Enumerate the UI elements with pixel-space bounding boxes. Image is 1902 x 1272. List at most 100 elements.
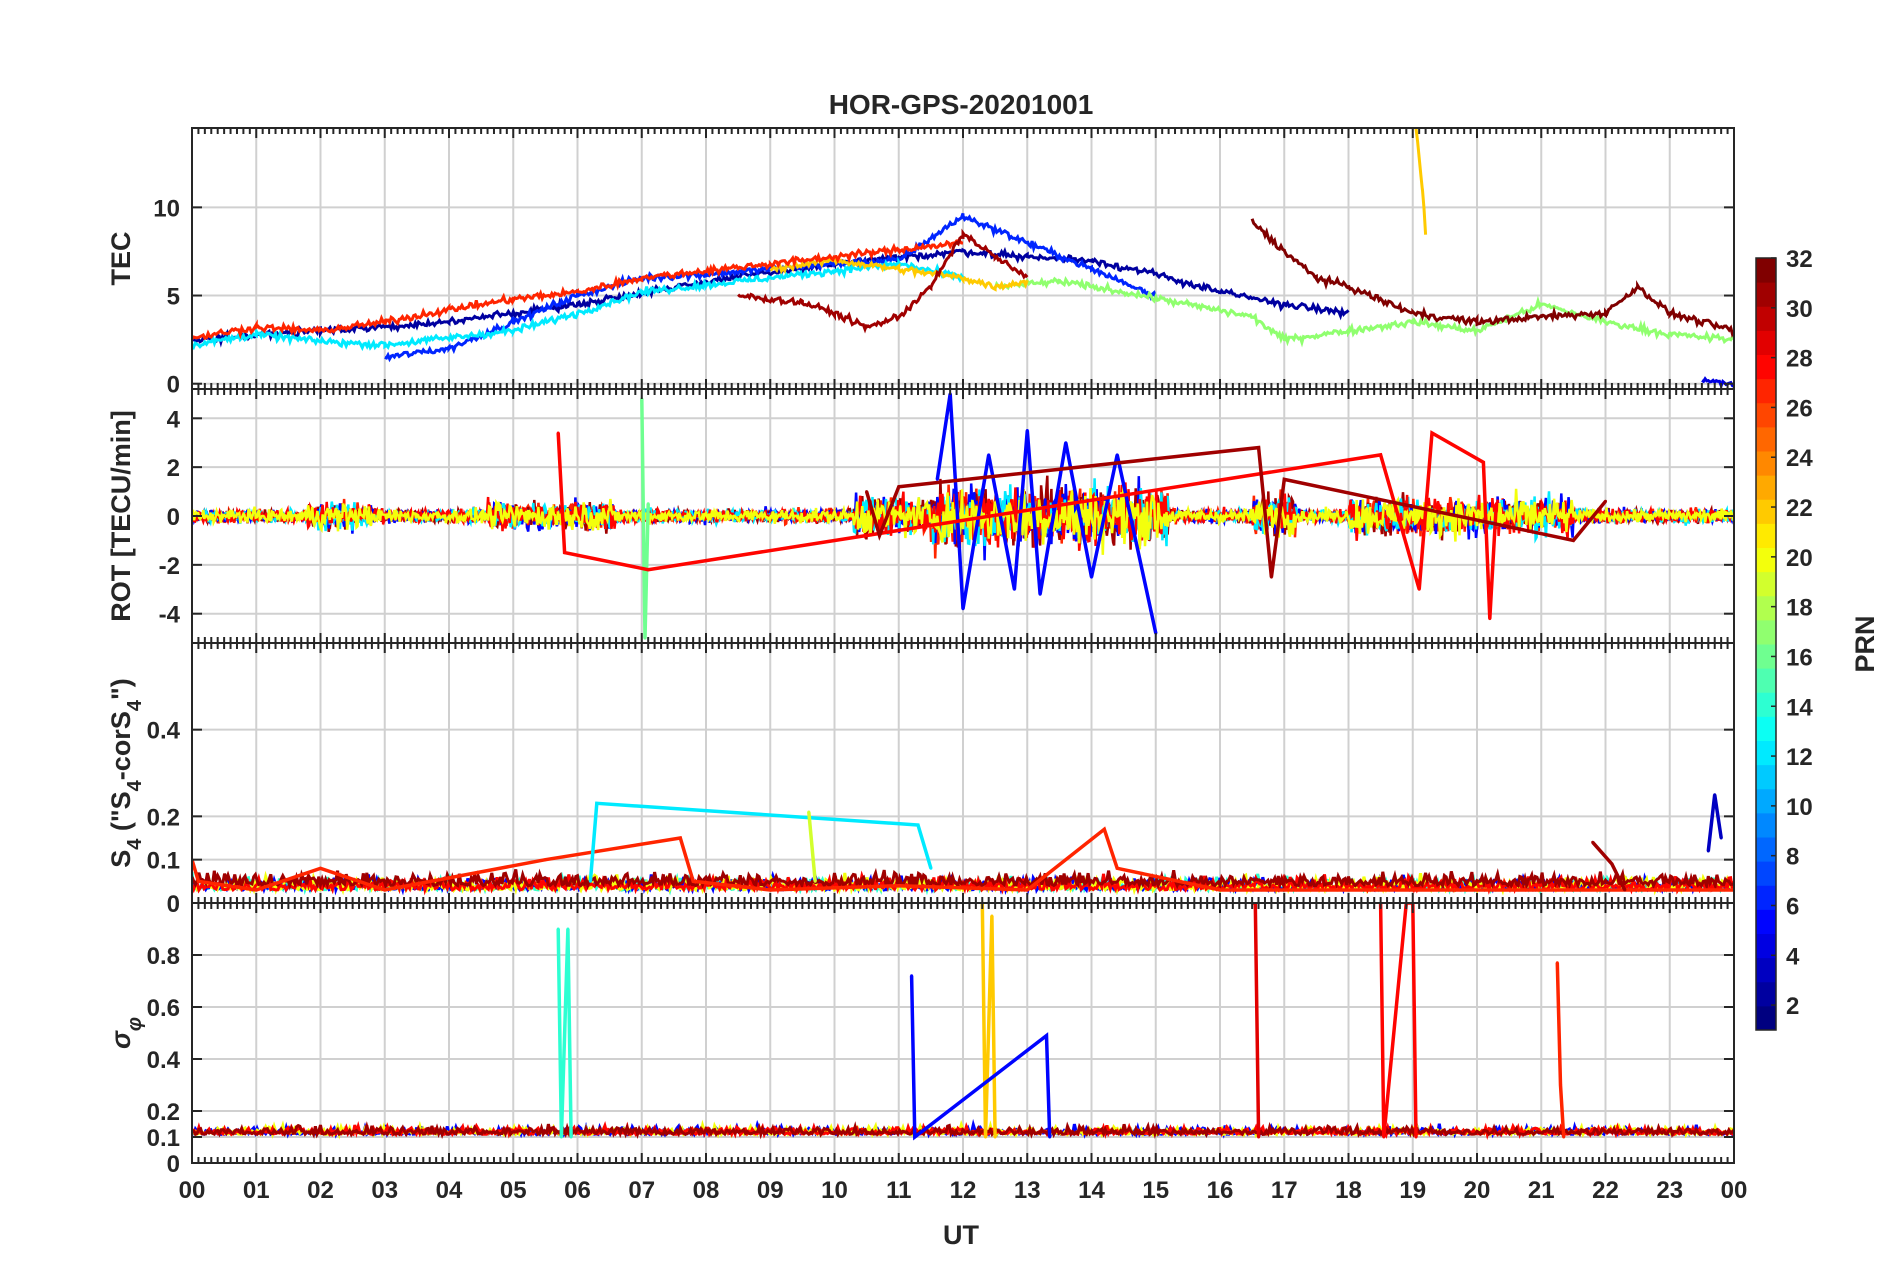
point-s4-prn-27 bbox=[1025, 888, 1029, 892]
panel-s4-data bbox=[192, 793, 1734, 896]
point-s4-prn-27 bbox=[543, 858, 547, 862]
panel-sigma_phi: 00.10.2 0.4 0.6 0.8 σφ bbox=[106, 902, 1735, 1178]
point-s4-prn-27 bbox=[691, 879, 695, 883]
colorbar-segment bbox=[1756, 812, 1776, 838]
x-tick-label: 15 bbox=[1142, 1177, 1169, 1204]
x-axis-ticks: 00 01 02 03 04 05 06 07 08 09 10 11 12 13 14 15 16 17 18 19… bbox=[179, 1177, 1748, 1204]
x-tick-label: 14 bbox=[1078, 1177, 1105, 1204]
series-tec-prn-22 bbox=[769, 255, 1029, 292]
point-rot-prn-28 bbox=[1481, 460, 1485, 464]
y-tick-label: 0 bbox=[167, 891, 180, 918]
colorbar-tick-label: 2 bbox=[1786, 993, 1799, 1020]
x-tick-label: 17 bbox=[1271, 1177, 1298, 1204]
x-tick-label: 09 bbox=[757, 1177, 784, 1204]
y-tick-label: 0 bbox=[167, 1151, 180, 1178]
colorbar-segment bbox=[1756, 547, 1776, 573]
x-tick-label: 08 bbox=[693, 1177, 720, 1204]
series-tec-prn-27 bbox=[192, 239, 964, 340]
colorbar-segment bbox=[1756, 378, 1776, 404]
point-s4-prn-27 bbox=[768, 888, 772, 892]
x-tick-label: 11 bbox=[886, 1177, 911, 1204]
series-tec-prn-32 bbox=[1250, 218, 1734, 338]
colorbar-segment bbox=[1756, 716, 1776, 741]
colorbar-segment bbox=[1756, 981, 1776, 1007]
chart-title: HOR-GPS-20201001 bbox=[829, 89, 1094, 120]
colorbar-segment bbox=[1756, 1005, 1776, 1031]
series-tec-prn-12 bbox=[192, 256, 965, 352]
point-sigma_phi-prn-22 bbox=[993, 1135, 997, 1139]
colorbar-segment bbox=[1756, 668, 1776, 693]
point-sigma_phi-prn-28 bbox=[1382, 1135, 1386, 1139]
series-sigma_phi-prn-29 bbox=[1252, 903, 1261, 1138]
colorbar-segment bbox=[1756, 426, 1776, 452]
point-sigma_phi-prn-22 bbox=[990, 914, 994, 918]
y-axis-label-s4: S4 ("S4-corS4") bbox=[106, 678, 146, 868]
point-s4-prn-3 bbox=[1706, 849, 1710, 853]
point-s4-prn-27 bbox=[196, 879, 200, 883]
colorbar-tick-label: 28 bbox=[1786, 346, 1813, 373]
point-s4-prn-27 bbox=[678, 836, 682, 840]
point-rot-prn-31 bbox=[878, 534, 881, 537]
colorbar-segment bbox=[1756, 451, 1776, 476]
point-rot-prn-5 bbox=[987, 453, 991, 457]
point-rot-prn-31 bbox=[897, 485, 901, 489]
colorbar-segment bbox=[1756, 933, 1776, 959]
y-tick-label: 0.2 bbox=[147, 1099, 180, 1126]
colorbar-segment bbox=[1756, 740, 1776, 766]
colorbar-tick-label: 20 bbox=[1786, 545, 1813, 572]
y-tick-label: 0 bbox=[167, 504, 180, 531]
y-tick-label: 5 bbox=[167, 284, 180, 311]
x-tick-label: 01 bbox=[243, 1177, 270, 1204]
x-tick-label: 03 bbox=[371, 1177, 398, 1204]
colorbar-segment bbox=[1756, 475, 1776, 500]
point-s4-prn-12 bbox=[929, 866, 933, 870]
x-tick-label: 21 bbox=[1528, 1177, 1555, 1204]
point-sigma_phi-prn-27 bbox=[1562, 1135, 1566, 1139]
colorbar-segment bbox=[1756, 957, 1776, 983]
point-sigma_phi-prn-29 bbox=[1257, 1135, 1261, 1139]
colorbar-segment bbox=[1756, 909, 1776, 934]
point-rot-prn-28 bbox=[556, 431, 560, 435]
colorbar-segment bbox=[1756, 330, 1776, 355]
point-rot-prn-5 bbox=[1064, 441, 1068, 445]
panel-tec: 0 5 10 TEC bbox=[106, 127, 1735, 399]
panel-rot: -4 -2 0 2 4 ROT [TECU/min] bbox=[106, 388, 1735, 644]
colorbar-segment bbox=[1756, 571, 1776, 597]
y-tick-label: -4 bbox=[159, 602, 181, 629]
point-rot-prn-31 bbox=[1282, 477, 1286, 481]
y-tick-label: 0.2 bbox=[147, 804, 180, 831]
point-rot-prn-5 bbox=[935, 477, 939, 481]
point-rot-prn-31 bbox=[1269, 575, 1273, 579]
series-sigma_phi-prn-5 bbox=[909, 975, 1052, 1141]
colorbar-tick-label: 32 bbox=[1786, 246, 1813, 273]
point-s4-prn-27 bbox=[1218, 888, 1222, 892]
point-rot-prn-5 bbox=[1012, 587, 1016, 591]
point-sigma_phi-prn-22 bbox=[984, 1135, 987, 1139]
y-tick-label: 0.4 bbox=[147, 1047, 181, 1074]
panel-tec-data bbox=[192, 128, 1734, 389]
point-sigma_phi-prn-14 bbox=[566, 927, 570, 931]
point-rot-prn-5 bbox=[1090, 575, 1093, 579]
point-rot-prn-31 bbox=[865, 490, 869, 494]
point-rot-prn-5 bbox=[961, 607, 965, 611]
x-tick-label: 00 bbox=[179, 1177, 206, 1204]
x-tick-label: 02 bbox=[307, 1177, 334, 1204]
panel-rot-data bbox=[192, 392, 1734, 640]
y-tick-label: -2 bbox=[159, 553, 180, 580]
y-tick-label: 0 bbox=[167, 372, 180, 399]
y-axis-label-tec: TEC bbox=[106, 232, 136, 286]
x-tick-label: 12 bbox=[950, 1177, 977, 1204]
y-tick-label: 0.6 bbox=[147, 995, 180, 1022]
colorbar-segment bbox=[1756, 644, 1776, 669]
colorbar-label: PRN bbox=[1850, 615, 1880, 672]
point-sigma_phi-prn-27 bbox=[1559, 1083, 1562, 1087]
point-s4-prn-31 bbox=[1623, 888, 1627, 892]
colorbar-segment bbox=[1756, 788, 1776, 814]
y-tick-label: 0.4 bbox=[147, 718, 181, 745]
y-tick-label: 0.1 bbox=[147, 848, 180, 875]
colorbar-segment bbox=[1756, 837, 1776, 862]
y-tick-label: 0.8 bbox=[147, 943, 180, 970]
colorbar-tick-label: 16 bbox=[1786, 644, 1813, 671]
colorbar-segment bbox=[1756, 619, 1776, 645]
x-tick-label: 20 bbox=[1464, 1177, 1491, 1204]
